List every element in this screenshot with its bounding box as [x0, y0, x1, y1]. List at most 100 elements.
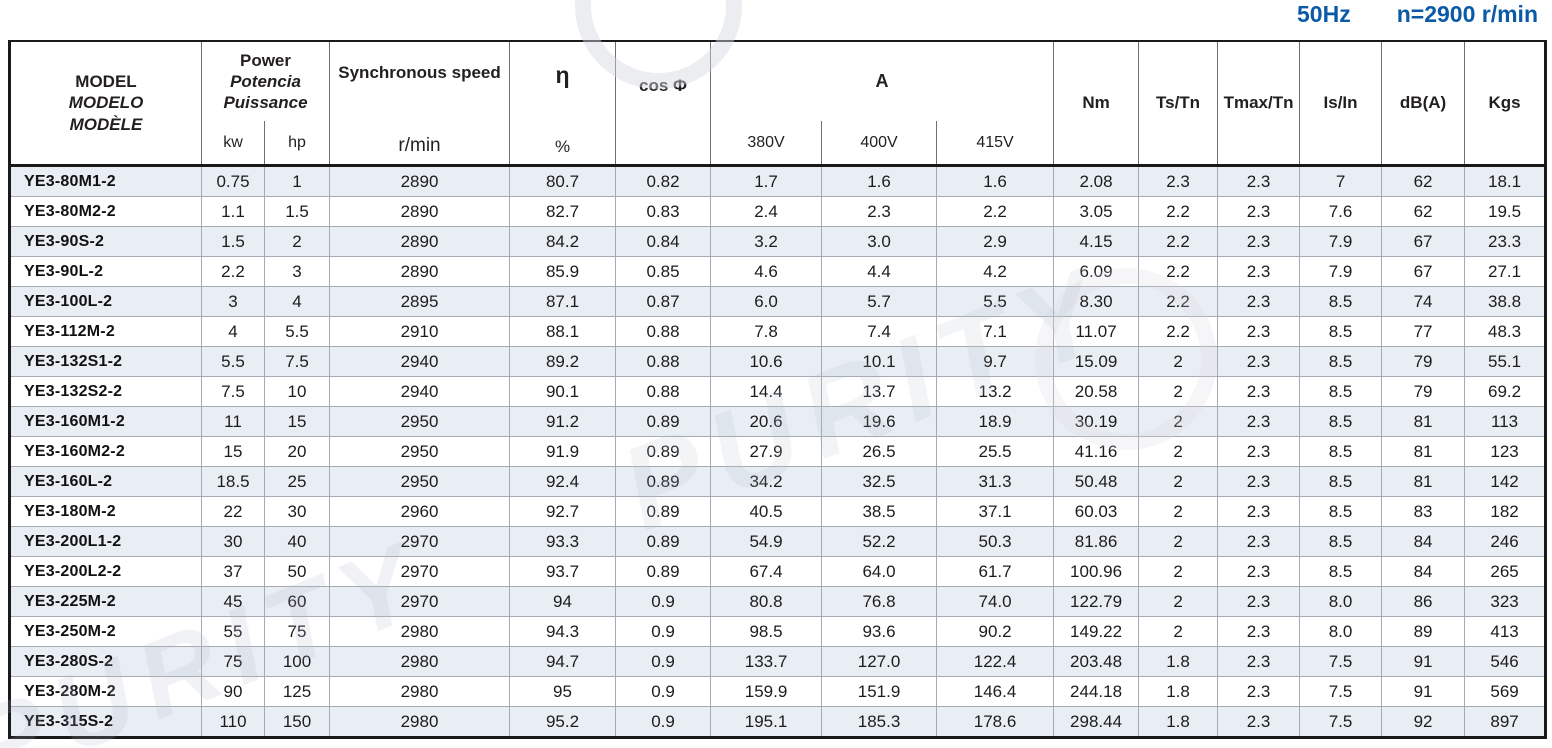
value-cell: 8.5 — [1299, 466, 1383, 497]
model-cell: YE3-160L-2 — [9, 466, 202, 497]
value-cell: 178.6 — [936, 706, 1055, 738]
value-cell: 2950 — [329, 466, 511, 497]
col-header-db: dB(A) — [1381, 40, 1466, 167]
value-cell: 8.5 — [1299, 316, 1383, 347]
value-cell: 0.88 — [615, 376, 712, 407]
value-cell: 2890 — [329, 226, 511, 257]
value-cell: 67 — [1381, 226, 1466, 257]
col-header-efficiency: η % — [509, 40, 617, 167]
value-cell: 7.6 — [1299, 196, 1383, 227]
model-cell: YE3-100L-2 — [9, 286, 202, 317]
value-cell: 7.5 — [1299, 676, 1383, 707]
table-row: YE3-90S-2 1.5 2 2890 84.2 0.84 3.2 3.0 2.9 4.15 2.… — [9, 226, 1547, 257]
value-cell: 83 — [1381, 496, 1466, 527]
value-cell: 50.3 — [936, 526, 1055, 557]
value-cell: 3 — [201, 286, 265, 317]
col-header-kw: kw — [201, 121, 265, 167]
table-row: YE3-90L-2 2.2 3 2890 85.9 0.85 4.6 4.4 4.2 6.09 2.… — [9, 256, 1547, 287]
col-header-sync-speed: Synchronous speed r/min — [329, 40, 511, 167]
value-cell: 34.2 — [710, 466, 823, 497]
value-cell: 91 — [1381, 646, 1466, 677]
value-cell: 90 — [201, 676, 265, 707]
value-cell: 2950 — [329, 436, 511, 467]
value-cell: 50.48 — [1053, 466, 1140, 497]
value-cell: 74 — [1381, 286, 1466, 317]
value-cell: 0.89 — [615, 466, 712, 497]
table-row: YE3-132S1-2 5.5 7.5 2940 89.2 0.88 10.6 10.1 9.7… — [9, 346, 1547, 377]
table-row: YE3-160M2-2 15 20 2950 91.9 0.89 27.9 26.5 25.5 4… — [9, 436, 1547, 467]
value-cell: 0.9 — [615, 646, 712, 677]
value-cell: 93.6 — [821, 616, 938, 647]
value-cell: 2 — [1138, 496, 1219, 527]
value-cell: 2890 — [329, 256, 511, 287]
value-cell: 2.3 — [1217, 436, 1301, 467]
frequency-label: 50Hz — [1297, 1, 1351, 27]
model-cell: YE3-80M1-2 — [9, 165, 202, 197]
value-cell: 2.9 — [936, 226, 1055, 257]
value-cell: 77 — [1381, 316, 1466, 347]
value-cell: 7.1 — [936, 316, 1055, 347]
model-cell: YE3-90S-2 — [9, 226, 202, 257]
value-cell: 2.3 — [1217, 286, 1301, 317]
value-cell: 0.75 — [201, 165, 265, 197]
value-cell: 85.9 — [509, 256, 617, 287]
table-row: YE3-112M-2 4 5.5 2910 88.1 0.88 7.8 7.4 7.1 11.07… — [9, 316, 1547, 347]
value-cell: 22 — [201, 496, 265, 527]
value-cell: 60.03 — [1053, 496, 1140, 527]
model-cell: YE3-132S2-2 — [9, 376, 202, 407]
value-cell: 94 — [509, 586, 617, 617]
value-cell: 93.7 — [509, 556, 617, 587]
value-cell: 149.22 — [1053, 616, 1140, 647]
value-cell: 0.88 — [615, 316, 712, 347]
value-cell: 2.3 — [1217, 676, 1301, 707]
value-cell: 0.9 — [615, 586, 712, 617]
value-cell: 30 — [263, 496, 331, 527]
value-cell: 4 — [263, 286, 331, 317]
value-cell: 30 — [201, 526, 265, 557]
value-cell: 2.3 — [1217, 496, 1301, 527]
value-cell: 23.3 — [1464, 226, 1547, 257]
value-cell: 133.7 — [710, 646, 823, 677]
col-header-current: A — [710, 40, 1055, 121]
value-cell: 100.96 — [1053, 556, 1140, 587]
value-cell: 0.83 — [615, 196, 712, 227]
value-cell: 2.3 — [1217, 376, 1301, 407]
value-cell: 2.3 — [1217, 406, 1301, 437]
value-cell: 2890 — [329, 196, 511, 227]
value-cell: 265 — [1464, 556, 1547, 587]
value-cell: 8.5 — [1299, 436, 1383, 467]
value-cell: 2 — [1138, 406, 1219, 437]
motor-spec-table: MODEL MODELO MODÈLE Power Potencia Puiss… — [8, 40, 1548, 739]
value-cell: 1.6 — [936, 165, 1055, 197]
value-cell: 13.2 — [936, 376, 1055, 407]
model-cell: YE3-90L-2 — [9, 256, 202, 287]
value-cell: 9.7 — [936, 346, 1055, 377]
value-cell: 26.5 — [821, 436, 938, 467]
value-cell: 8.5 — [1299, 376, 1383, 407]
value-cell: 13.7 — [821, 376, 938, 407]
value-cell: 8.5 — [1299, 346, 1383, 377]
col-header-hp: hp — [263, 121, 331, 167]
value-cell: 2.2 — [1138, 226, 1219, 257]
value-cell: 2 — [1138, 556, 1219, 587]
table-row: YE3-132S2-2 7.5 10 2940 90.1 0.88 14.4 13.7 13.2… — [9, 376, 1547, 407]
value-cell: 203.48 — [1053, 646, 1140, 677]
value-cell: 92.4 — [509, 466, 617, 497]
value-cell: 6.09 — [1053, 256, 1140, 287]
value-cell: 2970 — [329, 586, 511, 617]
value-cell: 1.8 — [1138, 706, 1219, 738]
value-cell: 2.08 — [1053, 165, 1140, 197]
value-cell: 0.88 — [615, 346, 712, 377]
value-cell: 7 — [1299, 165, 1383, 197]
value-cell: 2980 — [329, 616, 511, 647]
model-cell: YE3-112M-2 — [9, 316, 202, 347]
value-cell: 0.82 — [615, 165, 712, 197]
col-header-kgs: Kgs — [1464, 40, 1547, 167]
value-cell: 8.0 — [1299, 616, 1383, 647]
value-cell: 7.5 — [1299, 646, 1383, 677]
value-cell: 0.84 — [615, 226, 712, 257]
value-cell: 19.5 — [1464, 196, 1547, 227]
value-cell: 5.5 — [263, 316, 331, 347]
value-cell: 0.89 — [615, 556, 712, 587]
value-cell: 2.3 — [1217, 256, 1301, 287]
